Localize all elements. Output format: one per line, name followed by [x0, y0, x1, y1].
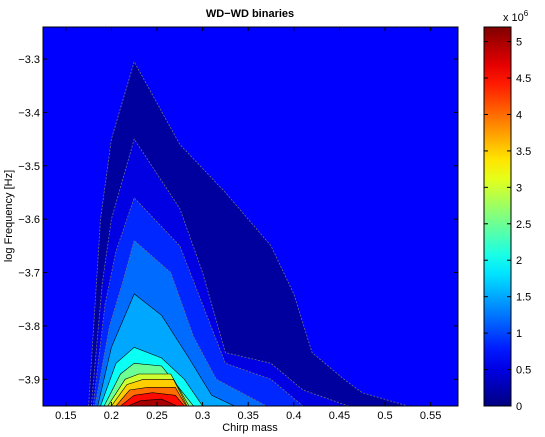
- y-tick-label: −3.7: [18, 268, 40, 280]
- colorbar-tick-label: 2: [516, 255, 522, 267]
- y-tick-label: −3.3: [18, 54, 40, 66]
- colorbar-multiplier-exponent: 6: [524, 9, 529, 18]
- plot-frame: [42, 26, 459, 407]
- x-tick-label: 0.15: [55, 410, 76, 422]
- colorbar-tick-label: 1.5: [516, 292, 531, 304]
- colorbar-tick-label: 3: [516, 182, 522, 194]
- colorbar-tick-label: 0.5: [516, 365, 531, 377]
- y-axis-label: log Frequency [Hz]: [3, 170, 15, 262]
- contour-band: [127, 398, 178, 406]
- y-tick-label: −3.4: [18, 107, 40, 119]
- y-tick-label: −3.6: [18, 214, 40, 226]
- x-tick-label: 0.2: [104, 410, 119, 422]
- x-axis: 0.15 0.2 0.25 0.3 0.35 0.4 0.45 0.5 0.55: [55, 27, 441, 422]
- chart-title: WD−WD binaries: [206, 8, 294, 20]
- x-tick-label: 0.35: [238, 410, 259, 422]
- y-axis: −3.3 −3.4 −3.5 −3.6 −3.7 −3.8 −3.9: [18, 54, 458, 386]
- colorbar-tick-label: 5: [516, 37, 522, 49]
- x-tick-label: 0.5: [377, 410, 392, 422]
- colorbar-multiplier: x 106: [503, 9, 529, 24]
- x-axis-label: Chirp mass: [222, 422, 278, 434]
- y-tick-label: −3.8: [18, 321, 40, 333]
- y-tick-label: −3.5: [18, 161, 40, 173]
- colorbar: [483, 26, 512, 407]
- colorbar-tick-label: 4.5: [516, 73, 531, 85]
- contour-layer: [88, 60, 408, 406]
- x-tick-label: 0.45: [329, 410, 350, 422]
- x-tick-label: 0.4: [286, 410, 301, 422]
- colorbar-tick-label: 0: [516, 401, 522, 413]
- x-tick-label: 0.25: [146, 410, 167, 422]
- x-tick-label: 0.3: [195, 410, 210, 422]
- x-tick-label: 0.55: [420, 410, 441, 422]
- colorbar-tick-label: 1: [516, 328, 522, 340]
- colorbar-ticks: 0 0.5 1 1.5 2 2.5 3 3.5 4 4.5 5: [484, 37, 531, 413]
- y-tick-label: −3.9: [18, 374, 40, 386]
- colorbar-tick-label: 4: [516, 109, 522, 121]
- colorbar-tick-label: 3.5: [516, 146, 531, 158]
- colorbar-tick-label: 2.5: [516, 219, 531, 231]
